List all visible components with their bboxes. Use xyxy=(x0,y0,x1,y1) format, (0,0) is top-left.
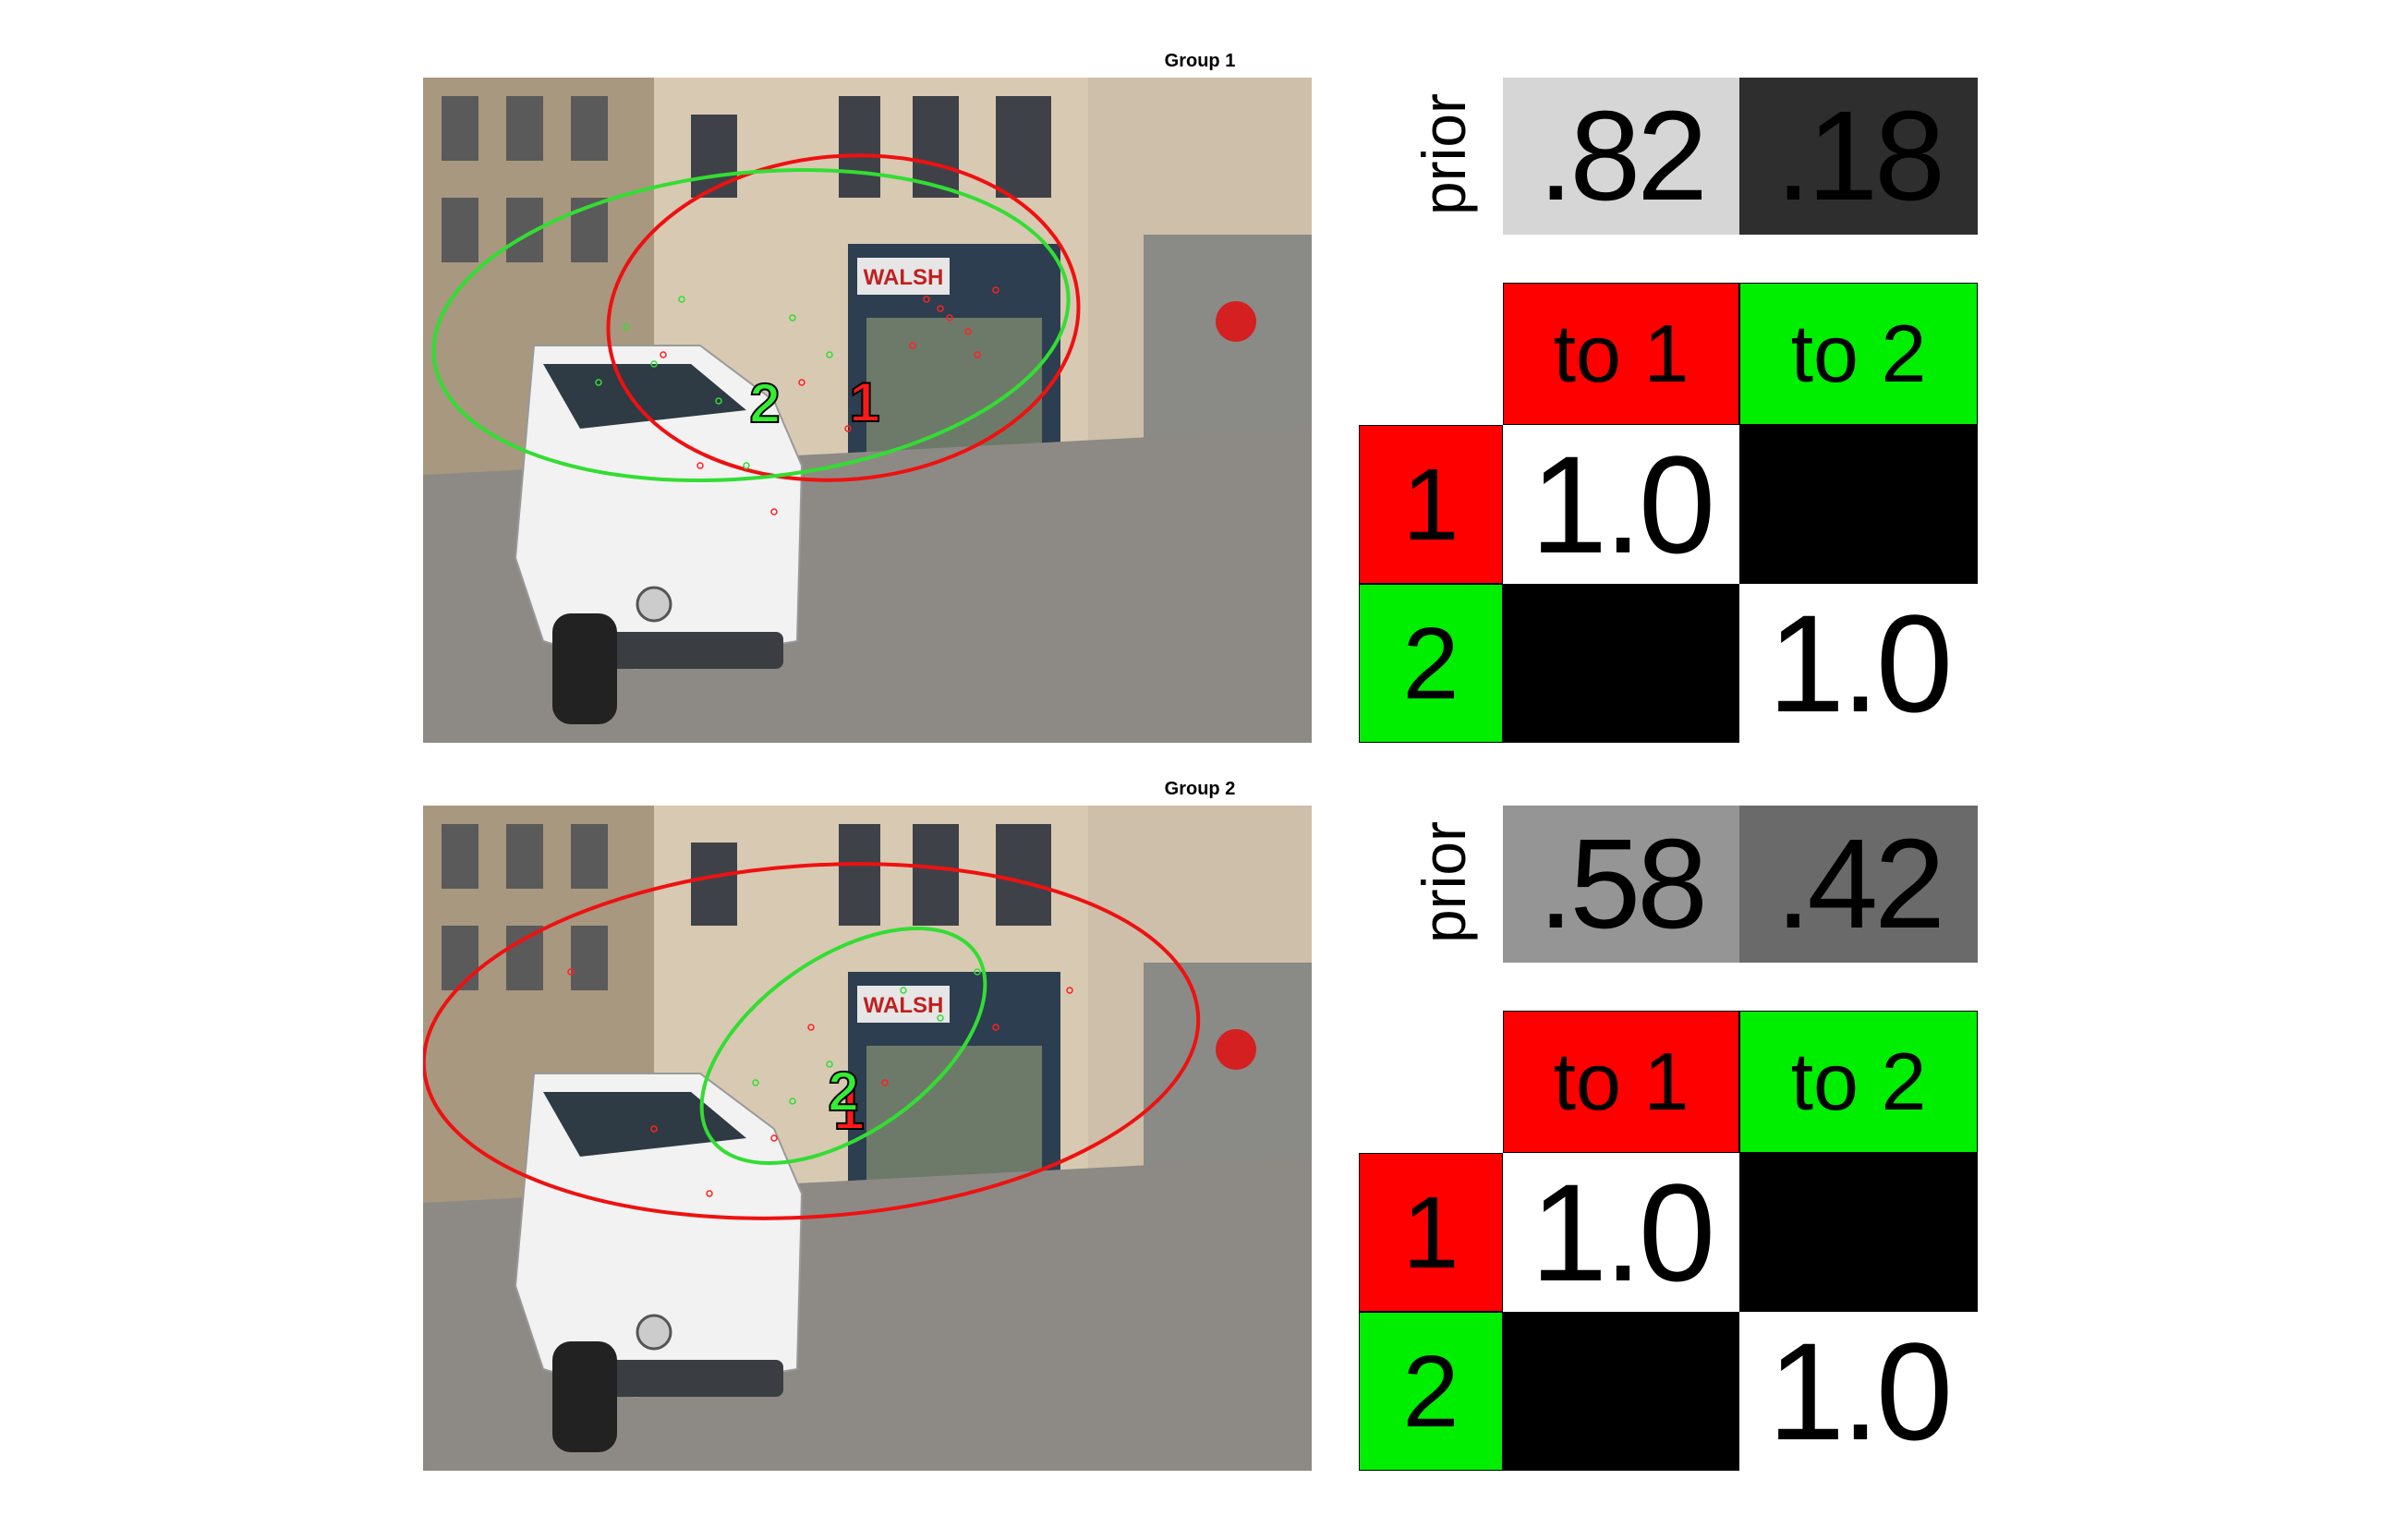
group-2-prior-state-2: .42 xyxy=(1739,806,1978,963)
group-2-cell-1-2 xyxy=(1739,1153,1978,1312)
group-1-col-header-to-1: to 1 xyxy=(1503,283,1739,425)
fixation-marker-1: 1 xyxy=(849,371,879,433)
group-2-cell-1-1: 1.0 xyxy=(1503,1153,1739,1312)
group-2-col-header-to-1: to 1 xyxy=(1503,1011,1739,1153)
shop-sign-text: WALSH xyxy=(864,993,944,1018)
group-1-cell-1-1: 1.0 xyxy=(1503,425,1739,584)
fixation-marker-2: 2 xyxy=(828,1061,858,1122)
group-2-row-header-1: 1 xyxy=(1359,1153,1503,1312)
group-1-prior-label: prior xyxy=(1410,92,1478,216)
fixation-marker-2: 2 xyxy=(749,372,780,434)
group-1-col-header-to-2: to 2 xyxy=(1739,283,1978,425)
group-2-prior-label: prior xyxy=(1410,820,1478,944)
group-2-row-header-2: 2 xyxy=(1359,1312,1503,1471)
fixation-marker-1: 1 xyxy=(833,1079,864,1141)
group-1-scene-image: WALSH 1 2 xyxy=(423,78,1312,743)
group-2-prior-state-1: .58 xyxy=(1503,806,1739,963)
group-1-prior-state-1: .82 xyxy=(1503,78,1739,235)
group-1-cell-1-2 xyxy=(1739,425,1978,584)
group-2-cell-2-1 xyxy=(1503,1312,1739,1471)
group-1-title: Group 1 xyxy=(1164,51,1236,71)
group-1-cell-2-2: 1.0 xyxy=(1739,584,1978,743)
shop-sign-text: WALSH xyxy=(864,265,944,290)
group-2-scene-image: WALSH 1 2 xyxy=(423,806,1312,1471)
group-1-row-header-2: 2 xyxy=(1359,584,1503,743)
group-1-row-header-1: 1 xyxy=(1359,425,1503,584)
group-2-title: Group 2 xyxy=(1164,779,1236,799)
group-2-col-header-to-2: to 2 xyxy=(1739,1011,1978,1153)
group-2-cell-2-2: 1.0 xyxy=(1739,1312,1978,1471)
group-1-cell-2-1 xyxy=(1503,584,1739,743)
group-1-prior-state-2: .18 xyxy=(1739,78,1978,235)
